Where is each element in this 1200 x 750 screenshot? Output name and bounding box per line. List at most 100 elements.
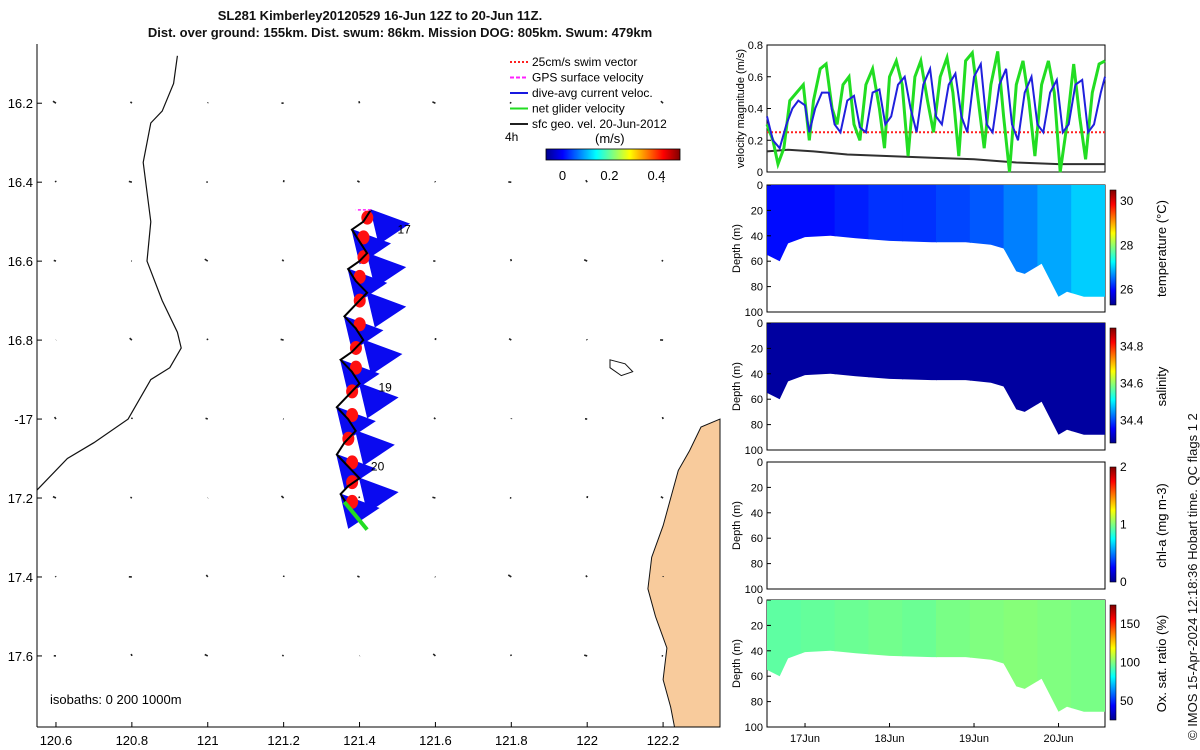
ts-series-sfc-geo-vel- <box>766 148 1105 166</box>
section-ylabel: Depth (m) <box>731 639 743 688</box>
sfc-velocity-arrow <box>434 180 437 183</box>
legend-label: net glider velocity <box>532 102 625 116</box>
dive-avg-current-vector <box>366 291 407 328</box>
section-colorbar-tick: 26 <box>1120 283 1134 297</box>
section-ytick-label: 40 <box>751 231 763 243</box>
map-ytick-label: 16.6 <box>8 254 33 269</box>
section-colorbar-label: temperature (°C) <box>1154 200 1169 297</box>
sfc-velocity-arrow <box>53 259 57 262</box>
section-ytick-label: 80 <box>751 697 763 709</box>
day-label: 17 <box>397 223 411 237</box>
section-ytick-label: 40 <box>751 646 763 658</box>
section-ylabel: Depth (m) <box>731 224 743 273</box>
sfc-velocity-arrow <box>661 259 664 262</box>
colorbar-extra-label: 4h <box>505 130 518 144</box>
section-ytick-label: 60 <box>751 394 763 406</box>
section-ytick-label: 0 <box>757 595 763 607</box>
section-colorbar <box>1109 189 1117 306</box>
figure-title-line-1: SL281 Kimberley20120529 16-Jun 12Z to 20… <box>217 8 543 23</box>
sfc-velocity-arrow <box>660 100 664 104</box>
section-cell <box>1071 600 1105 712</box>
map-xtick-label: 120.6 <box>40 733 73 748</box>
section-colorbar <box>1109 327 1117 444</box>
sfc-velocity-arrow <box>130 653 133 657</box>
sfc-velocity-arrow <box>507 574 512 578</box>
section-ytick-label: 60 <box>751 533 763 545</box>
section-colorbar <box>1109 466 1117 583</box>
section-ytick-label: 100 <box>745 584 763 596</box>
net-glider-velocity-arrow <box>342 500 369 531</box>
legend-label: sfc geo. vel. 20-Jun-2012 <box>532 117 667 131</box>
section-colorbar-tick: 150 <box>1120 617 1140 631</box>
map-xtick-label: 120.8 <box>116 733 149 748</box>
colorbar-tick-label: 0 <box>559 168 566 183</box>
sfc-velocity-arrow <box>54 575 57 578</box>
section-colorbar-tick: 50 <box>1120 694 1134 708</box>
sfc-velocity-arrow <box>53 416 57 420</box>
map-ytick-label: 17.2 <box>8 491 33 506</box>
section-ytick-label: 20 <box>751 620 763 632</box>
section-colorbar-label: Ox. sat. ratio (%) <box>1154 615 1169 713</box>
map-xtick-label: 121.6 <box>419 733 452 748</box>
section-colorbar-label: salinity <box>1154 366 1169 406</box>
sfc-velocity-arrow <box>205 574 209 578</box>
sfc-velocity-arrow <box>280 495 285 499</box>
sfc-velocity-arrow <box>661 416 664 420</box>
isobath-line <box>36 55 182 491</box>
sfc-velocity-arrow <box>204 258 209 262</box>
island-outline <box>609 359 634 377</box>
mainland-coast <box>647 418 721 728</box>
section-ylabel: Depth (m) <box>731 501 743 550</box>
section-ytick-label: 0 <box>757 318 763 330</box>
sfc-velocity-arrow <box>204 653 209 657</box>
swim-vector-patch <box>357 230 370 245</box>
section-colorbar <box>1109 604 1117 721</box>
isobaths-label: isobaths: 0 200 1000m <box>50 692 182 707</box>
section-ytick-label: 100 <box>745 307 763 319</box>
section-xtick-label: 19Jun <box>959 733 989 745</box>
section-colorbar-tick: 1 <box>1120 518 1127 532</box>
glider-track <box>335 209 372 507</box>
swim-vector-patch <box>349 360 362 375</box>
section-ytick-label: 40 <box>751 508 763 520</box>
sfc-velocity-arrow <box>583 654 588 657</box>
sfc-velocity-arrow <box>433 417 436 420</box>
map-ytick-label: 17.4 <box>8 570 33 585</box>
map-ytick-label: 16.4 <box>8 175 33 190</box>
sfc-velocity-arrow <box>432 496 436 499</box>
dive-avg-current-vector <box>366 252 407 289</box>
sfc-velocity-arrow <box>583 259 588 262</box>
section-colorbar-tick: 30 <box>1120 194 1134 208</box>
section-ytick-label: 100 <box>745 722 763 734</box>
sfc-velocity-arrow <box>54 180 57 183</box>
ts-ytick-label: 0.8 <box>748 40 763 52</box>
map-xtick-label: 121.2 <box>267 733 300 748</box>
section-axes-box <box>766 461 1106 590</box>
day-label: 20 <box>371 459 385 473</box>
section-ytick-label: 60 <box>751 256 763 268</box>
section-xtick-label: 20Jun <box>1044 733 1074 745</box>
sfc-velocity-arrow <box>509 101 512 104</box>
map-xtick-label: 121.8 <box>495 733 528 748</box>
section-ytick-label: 60 <box>751 671 763 683</box>
sfc-velocity-arrow <box>129 337 133 341</box>
map-xtick-label: 122.2 <box>647 733 680 748</box>
ts-ytick-label: 0.6 <box>748 72 763 84</box>
figure-title-line-2: Dist. over ground: 155km. Dist. swum: 86… <box>147 25 653 40</box>
map-panel: 17 19 20 120.6 120.8 121 121.2 121.4 121.6 121.8 1… <box>8 44 721 748</box>
sfc-velocity-arrow <box>585 575 588 578</box>
map-xtick-label: 121 <box>197 733 219 748</box>
sfc-velocity-arrow <box>52 495 57 499</box>
section-colorbar-tick: 2 <box>1120 460 1127 474</box>
sfc-velocity-arrow <box>660 495 664 499</box>
sfc-velocity-arrow <box>281 654 285 657</box>
dive-avg-current-vector <box>362 339 403 375</box>
sfc-velocity-arrow <box>280 338 284 341</box>
section-ytick-label: 20 <box>751 205 763 217</box>
sfc-velocity-arrow <box>585 338 588 341</box>
colorbar-unit-label: (m/s) <box>595 131 625 146</box>
section-ytick-label: 20 <box>751 343 763 355</box>
